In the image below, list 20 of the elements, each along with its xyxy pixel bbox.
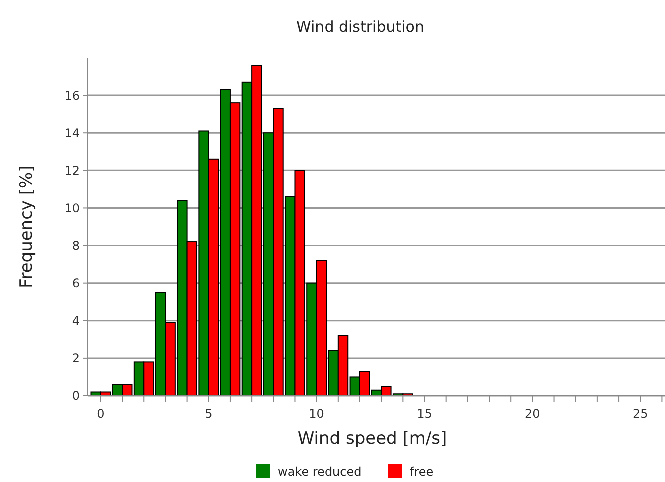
- legend-label: free: [410, 465, 434, 479]
- chart-title: Wind distribution: [296, 18, 424, 36]
- x-tick-label: 10: [309, 407, 324, 421]
- y-tick-label: 10: [64, 201, 80, 216]
- x-axis-title: Wind speed [m/s]: [298, 429, 448, 449]
- y-tick-label: 4: [72, 314, 80, 328]
- y-tick-label: 14: [64, 126, 80, 140]
- x-tick-label: 25: [632, 407, 648, 421]
- y-tick-label: 6: [72, 276, 80, 291]
- y-axis-title: Frequency [%]: [17, 166, 37, 288]
- y-tick-label: 16: [64, 88, 80, 103]
- x-tick-label: 20: [525, 407, 540, 421]
- x-tick-label: 5: [205, 407, 213, 421]
- legend-label: wake reduced: [278, 465, 362, 479]
- y-tick-label: 12: [64, 164, 80, 178]
- x-tick-label: 15: [417, 407, 432, 421]
- x-tick-label: 0: [97, 407, 105, 421]
- y-tick-label: 0: [72, 389, 80, 404]
- y-tick-label: 2: [72, 352, 80, 366]
- y-tick-label: 8: [72, 238, 80, 253]
